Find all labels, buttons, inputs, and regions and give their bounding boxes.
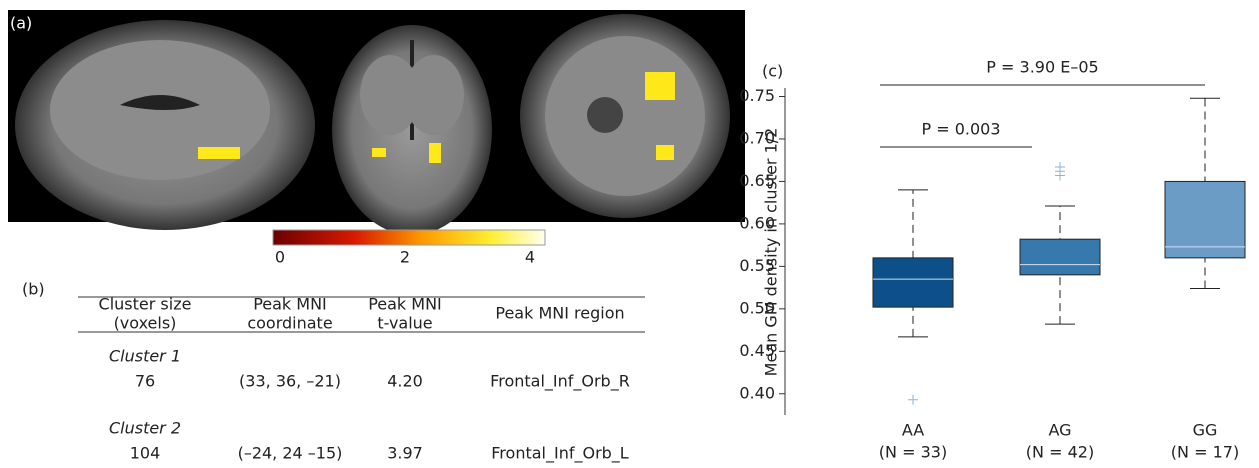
colorbar bbox=[273, 230, 545, 245]
x-tick-label: GG bbox=[1193, 421, 1218, 440]
outlier bbox=[1055, 162, 1065, 172]
y-tick-label: 0.45 bbox=[739, 341, 775, 360]
box bbox=[1020, 239, 1100, 275]
x-tick-label: AA bbox=[902, 421, 924, 440]
table-cell: (33, 36, –21) bbox=[239, 372, 341, 391]
table-cell: 3.97 bbox=[387, 444, 423, 463]
x-tick-label: AG bbox=[1048, 421, 1071, 440]
group-name: Cluster 2 bbox=[109, 419, 181, 438]
significance-label: P = 0.003 bbox=[921, 120, 1000, 139]
table-header: t-value bbox=[377, 314, 432, 333]
table-cell: 104 bbox=[130, 444, 161, 463]
y-tick-label: 0.50 bbox=[739, 298, 775, 317]
table-cell: Frontal_Inf_Orb_L bbox=[491, 444, 629, 464]
table-header: (voxels) bbox=[114, 314, 177, 333]
table-cell: Frontal_Inf_Orb_R bbox=[490, 372, 630, 392]
table-header: coordinate bbox=[247, 314, 332, 333]
table-cell: 76 bbox=[135, 372, 155, 391]
y-tick-label: 0.75 bbox=[739, 86, 775, 105]
sample-label: (N = 42) bbox=[1026, 443, 1094, 462]
sample-label: (N = 17) bbox=[1171, 443, 1239, 462]
table-cell: 4.20 bbox=[387, 372, 423, 391]
outlier bbox=[908, 395, 918, 405]
colorbar-tick-label: 0 bbox=[275, 248, 285, 267]
table-header: Peak MNI bbox=[253, 295, 327, 314]
box bbox=[873, 258, 953, 307]
y-tick-label: 0.65 bbox=[739, 171, 775, 190]
table-header: Peak MNI bbox=[368, 295, 442, 314]
group-name: Cluster 1 bbox=[109, 347, 181, 366]
brain-images bbox=[8, 10, 745, 245]
y-tick-label: 0.70 bbox=[739, 128, 775, 147]
y-tick-label: 0.60 bbox=[739, 213, 775, 232]
table-header: Peak MNI region bbox=[495, 304, 624, 323]
panel-label: (a) bbox=[10, 14, 32, 33]
table-cell: (–24, 24 –15) bbox=[238, 444, 343, 463]
panel-label: (b) bbox=[22, 280, 45, 299]
box-chart: (c) Mean GM density in cluster 1/2 0.40 0.4… bbox=[739, 58, 1245, 462]
y-axis-label: Mean GM density in cluster 1/2 bbox=[762, 128, 781, 377]
colorbar-tick-label: 4 bbox=[525, 248, 535, 267]
significance-label: P = 3.90 E–05 bbox=[986, 58, 1098, 77]
sample-label: (N = 33) bbox=[879, 443, 947, 462]
colorbar-tick-label: 2 bbox=[400, 248, 410, 267]
figure: (a) (b) Cluster size(voxels)Peak MNIcoor… bbox=[0, 0, 1259, 468]
table-header: Cluster size bbox=[99, 295, 192, 314]
y-tick-label: 0.55 bbox=[739, 256, 775, 275]
table: Cluster size(voxels)Peak MNIcoordinatePe… bbox=[99, 295, 630, 464]
panel-label: (c) bbox=[762, 62, 783, 81]
y-tick-label: 0.40 bbox=[739, 383, 775, 402]
